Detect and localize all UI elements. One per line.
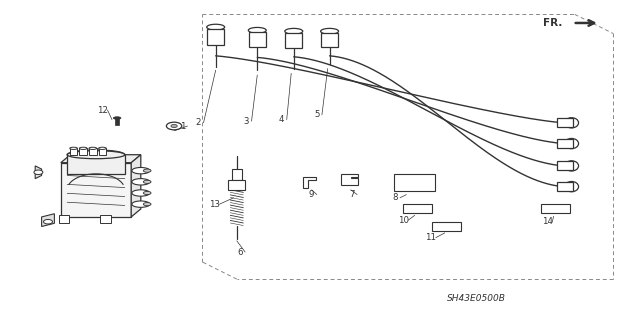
- Text: 8: 8: [392, 193, 397, 202]
- Bar: [67, 155, 125, 174]
- Bar: [557, 182, 573, 191]
- Bar: [100, 215, 111, 223]
- Bar: [115, 118, 119, 125]
- Bar: [321, 33, 338, 47]
- Ellipse shape: [79, 147, 87, 149]
- Ellipse shape: [113, 117, 121, 119]
- Text: 13: 13: [209, 200, 220, 209]
- Circle shape: [166, 122, 182, 130]
- Text: 9: 9: [309, 190, 314, 199]
- Bar: [394, 174, 435, 191]
- Circle shape: [34, 170, 43, 174]
- Ellipse shape: [207, 24, 225, 30]
- Bar: [70, 148, 77, 155]
- Text: 11: 11: [425, 233, 436, 242]
- Ellipse shape: [67, 151, 125, 159]
- Text: 7: 7: [349, 190, 355, 199]
- Ellipse shape: [564, 138, 579, 149]
- Ellipse shape: [132, 201, 150, 207]
- Text: 5: 5: [314, 110, 319, 119]
- Ellipse shape: [285, 28, 303, 34]
- Bar: [232, 169, 242, 180]
- Bar: [432, 222, 461, 231]
- Ellipse shape: [99, 147, 106, 149]
- Text: SH43E0500B: SH43E0500B: [447, 294, 506, 303]
- Polygon shape: [341, 174, 358, 185]
- Bar: [557, 118, 573, 127]
- Polygon shape: [42, 214, 54, 226]
- Text: FR.: FR.: [543, 18, 562, 28]
- Ellipse shape: [143, 180, 151, 183]
- Circle shape: [171, 124, 177, 128]
- Bar: [207, 29, 224, 45]
- Bar: [79, 148, 87, 155]
- Text: 2: 2: [196, 118, 201, 127]
- Polygon shape: [35, 166, 42, 179]
- Polygon shape: [61, 163, 131, 217]
- Ellipse shape: [143, 203, 151, 206]
- Bar: [249, 32, 266, 47]
- Bar: [285, 33, 302, 48]
- Bar: [557, 161, 573, 170]
- Polygon shape: [61, 155, 141, 163]
- Ellipse shape: [70, 147, 77, 149]
- Ellipse shape: [321, 28, 339, 34]
- Ellipse shape: [564, 161, 579, 171]
- Bar: [99, 148, 106, 155]
- Text: 1: 1: [180, 122, 185, 130]
- Bar: [541, 204, 570, 213]
- Ellipse shape: [67, 150, 125, 160]
- Ellipse shape: [143, 169, 151, 172]
- Bar: [557, 139, 573, 148]
- Bar: [403, 204, 432, 213]
- Ellipse shape: [89, 147, 97, 149]
- Bar: [228, 180, 245, 190]
- Ellipse shape: [564, 118, 579, 128]
- Ellipse shape: [132, 190, 150, 196]
- Text: 3: 3: [244, 117, 249, 126]
- Text: 14: 14: [541, 217, 553, 226]
- Text: 6: 6: [237, 248, 243, 256]
- Bar: [59, 215, 69, 223]
- Ellipse shape: [248, 27, 266, 33]
- Circle shape: [44, 219, 52, 224]
- Text: 12: 12: [97, 106, 108, 115]
- Bar: [89, 148, 97, 155]
- Ellipse shape: [132, 167, 150, 174]
- Polygon shape: [303, 177, 316, 188]
- Ellipse shape: [132, 179, 150, 185]
- Text: 10: 10: [397, 216, 409, 225]
- Text: 4: 4: [279, 115, 284, 124]
- Polygon shape: [131, 155, 141, 217]
- Ellipse shape: [564, 182, 579, 192]
- Ellipse shape: [143, 191, 151, 195]
